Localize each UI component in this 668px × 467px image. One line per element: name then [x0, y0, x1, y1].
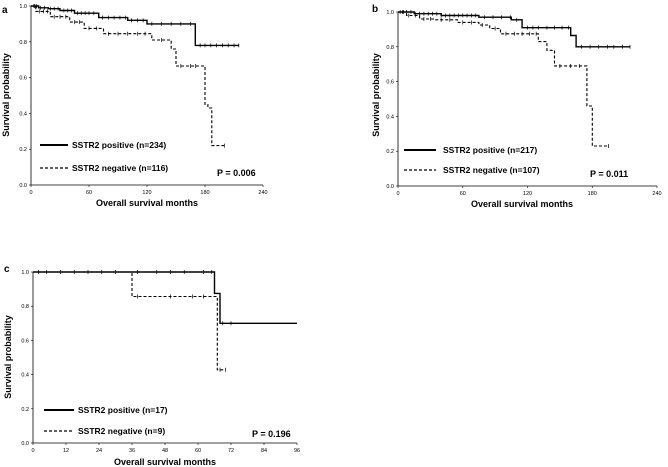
legend-negative-label: SSTR2 negative (n=107): [443, 165, 540, 175]
panel-label: c: [4, 264, 10, 275]
panel-label: a: [2, 5, 8, 16]
x-tick-label: 60: [195, 448, 201, 454]
y-tick-label: 0.0: [386, 184, 394, 190]
y-tick-label: 0.2: [21, 407, 29, 413]
panel-a: a Survival probability Overall survival …: [1, 4, 268, 208]
y-tick-label: 0.4: [19, 111, 27, 117]
x-tick-label: 180: [200, 190, 209, 196]
sstr2-positive-curve: [31, 5, 239, 47]
y-tick-label: 1.0: [21, 270, 29, 276]
p-value: P = 0.011: [590, 169, 628, 179]
x-tick-label: 12: [63, 448, 69, 454]
sstr2-positive-curve: [33, 271, 297, 324]
x-tick-label: 0: [31, 448, 34, 454]
panel-c: c Survival probability Overall survival …: [3, 264, 300, 467]
p-value: P = 0.006: [217, 168, 256, 178]
x-tick-label: 84: [261, 448, 267, 454]
y-tick-label: 0.4: [386, 114, 394, 120]
x-tick-label: 120: [142, 190, 151, 196]
y-tick-label: 1.0: [386, 10, 394, 16]
p-value: P = 0.196: [252, 429, 291, 439]
x-tick-label: 0: [396, 191, 399, 197]
legend-negative-label: SSTR2 negative (n=116): [72, 163, 168, 173]
x-tick-label: 72: [228, 448, 234, 454]
y-tick-label: 0.8: [19, 40, 27, 46]
y-tick-label: 0.8: [21, 304, 29, 310]
x-tick-label: 240: [652, 191, 661, 197]
y-axis-title: Survival probability: [371, 53, 381, 137]
y-axis-title: Survival probability: [3, 315, 13, 399]
sstr2-negative-curve: [31, 5, 225, 147]
x-tick-label: 180: [588, 191, 597, 197]
x-axis-title: Overall survival months: [96, 198, 198, 208]
x-tick-label: 0: [29, 190, 32, 196]
x-tick-label: 120: [523, 191, 532, 197]
panel-label: b: [372, 4, 378, 15]
x-tick-label: 36: [129, 448, 135, 454]
y-tick-label: 0.6: [386, 80, 394, 86]
x-tick-label: 24: [96, 448, 102, 454]
y-tick-label: 0.2: [19, 147, 27, 153]
y-tick-label: 0.6: [21, 338, 29, 344]
sstr2-positive-curve: [398, 11, 630, 48]
y-tick-label: 0.0: [19, 183, 27, 189]
sstr2-negative-curve: [33, 271, 226, 371]
y-tick-label: 0.8: [386, 45, 394, 51]
legend-negative-label: SSTR2 negative (n=9): [78, 426, 165, 436]
x-tick-label: 60: [460, 191, 466, 197]
y-axis-title: Survival probability: [1, 53, 11, 137]
x-tick-label: 60: [86, 190, 92, 196]
x-axis-title: Overall survival months: [471, 199, 573, 209]
y-tick-label: 1.0: [19, 4, 27, 10]
legend-positive-label: SSTR2 positive (n=17): [78, 405, 168, 415]
x-axis-title: Overall survival months: [114, 457, 216, 467]
x-tick-label: 48: [162, 448, 168, 454]
y-tick-label: 0.6: [19, 76, 27, 82]
y-tick-label: 0.2: [386, 149, 394, 155]
x-tick-label: 96: [294, 448, 300, 454]
sstr2-negative-curve: [398, 11, 609, 147]
y-tick-label: 0.4: [21, 373, 29, 379]
panel-b: b Survival probability Overall survival …: [371, 4, 662, 209]
y-tick-label: 0.0: [21, 441, 29, 447]
legend-positive-label: SSTR2 positive (n=234): [72, 140, 166, 150]
legend-positive-label: SSTR2 positive (n=217): [443, 145, 537, 155]
x-tick-label: 240: [258, 190, 267, 196]
